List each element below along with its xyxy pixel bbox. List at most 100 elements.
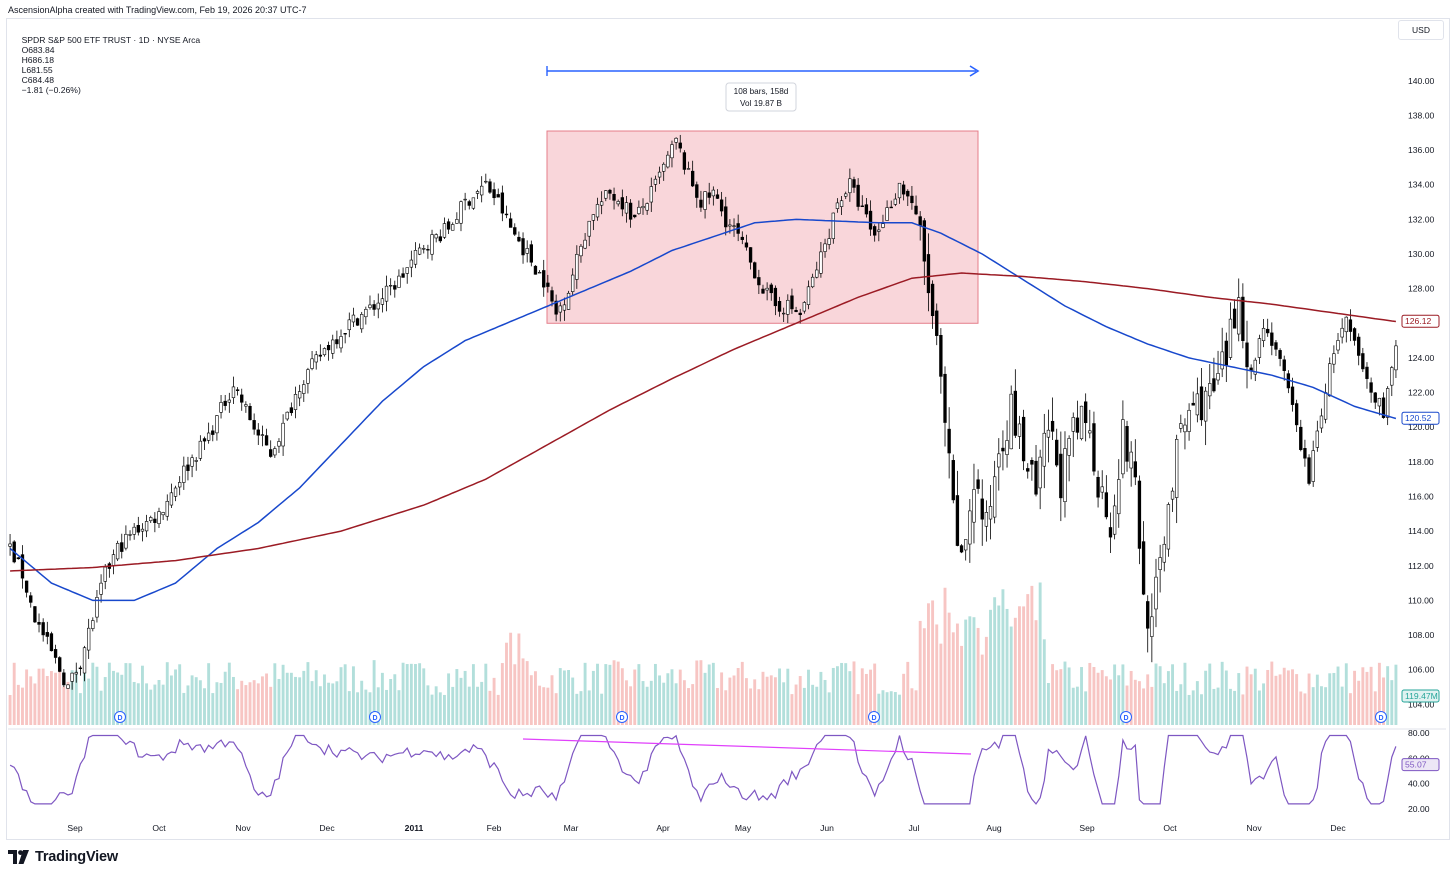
candle-body <box>827 238 831 245</box>
candle-body <box>124 533 128 549</box>
volume-bar <box>339 667 343 725</box>
candle-body <box>633 214 637 218</box>
volume-bar <box>418 663 422 725</box>
volume-bar <box>1369 666 1373 725</box>
volume-bar <box>1257 690 1261 725</box>
volume-bar <box>1262 683 1265 725</box>
volume-bar <box>306 662 310 725</box>
dividend-marker-label: D <box>1123 715 1128 722</box>
volume-bar <box>513 664 517 725</box>
volume-bar <box>1299 691 1303 725</box>
price-tick-label: 136.00 <box>1408 145 1435 155</box>
candle-body <box>707 192 711 198</box>
candle-body <box>968 510 972 545</box>
candle-body <box>1278 350 1282 359</box>
volume-bar <box>273 663 277 725</box>
candle-body <box>413 250 418 265</box>
volume-bar <box>426 685 430 725</box>
candle-body <box>885 207 889 221</box>
candle-body <box>1390 367 1394 386</box>
volume-bar <box>1034 620 1038 725</box>
candle-body <box>285 411 289 420</box>
volume-bar <box>289 672 293 725</box>
volume-bar <box>769 675 773 725</box>
candle-body <box>790 295 794 310</box>
volume-bar <box>1084 691 1088 725</box>
candle-body <box>186 464 190 471</box>
price-tick-label: 140.00 <box>1408 76 1435 86</box>
volume-bar <box>653 663 657 725</box>
candle-body <box>715 194 720 199</box>
candle-body <box>1257 338 1262 358</box>
candle-body <box>1290 386 1295 405</box>
volume-bar <box>699 660 703 725</box>
dividend-marker-icon <box>1375 711 1387 723</box>
dividend-marker-icon <box>114 711 126 723</box>
candle-body <box>1328 363 1332 397</box>
volume-bar <box>794 684 798 725</box>
candle-body <box>947 428 951 454</box>
candle-body <box>434 234 438 239</box>
volume-bar <box>190 675 194 725</box>
candle-body <box>1125 426 1129 462</box>
volume-bar <box>1179 684 1183 725</box>
volume-bar <box>939 643 943 725</box>
volume-bar <box>550 675 554 725</box>
x-tick-label: Oct <box>152 823 166 833</box>
candle-body <box>1191 402 1195 406</box>
candle-body <box>690 170 695 187</box>
volume-bar <box>451 686 455 725</box>
volume-bar <box>1022 606 1026 725</box>
volume-bar <box>687 688 690 725</box>
volume-bar <box>955 623 959 725</box>
volume-bar <box>612 660 616 725</box>
divergence-trendline <box>522 738 972 755</box>
volume-bar <box>54 672 58 725</box>
candle-body <box>95 597 99 618</box>
sma-fast-last-label: 120.52 <box>1405 413 1432 423</box>
volume-bar <box>1121 664 1125 725</box>
candle-body <box>1365 366 1369 379</box>
volume-bar <box>567 670 570 725</box>
candle-body <box>157 511 161 524</box>
volume-bar <box>616 661 620 725</box>
volume-last-label: 119.47M <box>1405 691 1438 701</box>
candle-body <box>794 310 798 313</box>
candle-body <box>388 285 393 287</box>
volume-bar <box>277 678 281 725</box>
volume-bar <box>505 642 508 725</box>
volume-bar <box>112 670 115 725</box>
price-tick-label: 132.00 <box>1408 214 1435 224</box>
candle-body <box>1394 345 1398 371</box>
price-tick-label: 116.00 <box>1408 491 1434 501</box>
symbol-legend[interactable]: SPDR S&P 500 ETF TRUST · 1D · NYSE Arca … <box>12 25 203 105</box>
volume-bar <box>960 645 964 725</box>
volume-bar <box>596 663 599 725</box>
candle-body <box>906 190 910 197</box>
candle-body <box>87 627 91 651</box>
candle-body <box>326 344 331 351</box>
volume-bar <box>968 616 972 725</box>
price-change: −1.81 (−0.26%) <box>21 85 81 95</box>
candle-body <box>810 276 815 288</box>
volume-bar <box>1038 582 1042 725</box>
volume-bar <box>223 671 227 725</box>
candle-body <box>666 154 670 168</box>
volume-bar <box>294 676 297 725</box>
volume-bar <box>244 685 248 725</box>
volume-bar <box>984 636 988 725</box>
currency-button[interactable]: USD <box>1398 20 1444 40</box>
volume-bar <box>881 690 885 725</box>
candle-body <box>1166 504 1171 550</box>
volume-bar <box>422 668 426 725</box>
volume-bar <box>852 661 856 725</box>
volume-bar <box>459 677 463 725</box>
volume-bar <box>132 681 136 725</box>
candle-body <box>546 282 550 287</box>
volume-bar <box>182 692 186 725</box>
candle-body <box>1340 327 1344 338</box>
candle-body <box>939 335 943 377</box>
price-tick-label: 124.00 <box>1408 353 1435 363</box>
candle-body <box>711 189 716 197</box>
